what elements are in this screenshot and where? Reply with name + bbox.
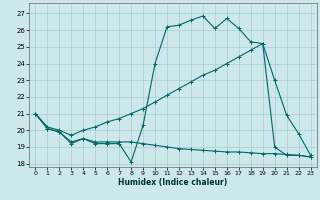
- X-axis label: Humidex (Indice chaleur): Humidex (Indice chaleur): [118, 178, 228, 187]
